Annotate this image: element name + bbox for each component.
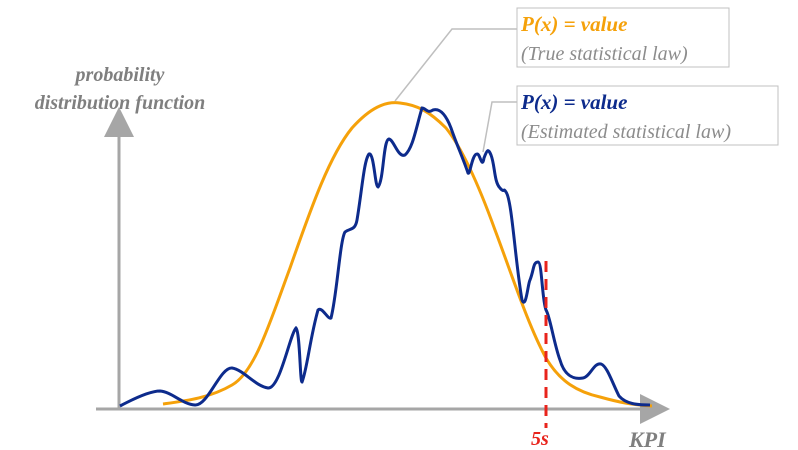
x-axis-label: KPI — [628, 427, 667, 450]
estimated-law-description: (Estimated statistical law) — [521, 121, 731, 143]
y-axis-label-line2: distribution function — [35, 92, 206, 114]
true-law-description: (True statistical law) — [521, 43, 688, 65]
threshold-label: 5s — [531, 428, 549, 450]
true-law-formula: P(x) = value — [520, 12, 627, 36]
estimated-law-leader — [482, 101, 517, 153]
true-law-box — [516, 7, 730, 68]
estimated-law-formula: P(x) = value — [520, 90, 627, 114]
y-axis-label-line1: probability — [74, 64, 165, 86]
true-law-curve — [162, 101, 653, 408]
estimated-law-box — [516, 85, 779, 146]
estimated-law-curve — [119, 106, 651, 408]
true-law-leader — [394, 28, 517, 102]
